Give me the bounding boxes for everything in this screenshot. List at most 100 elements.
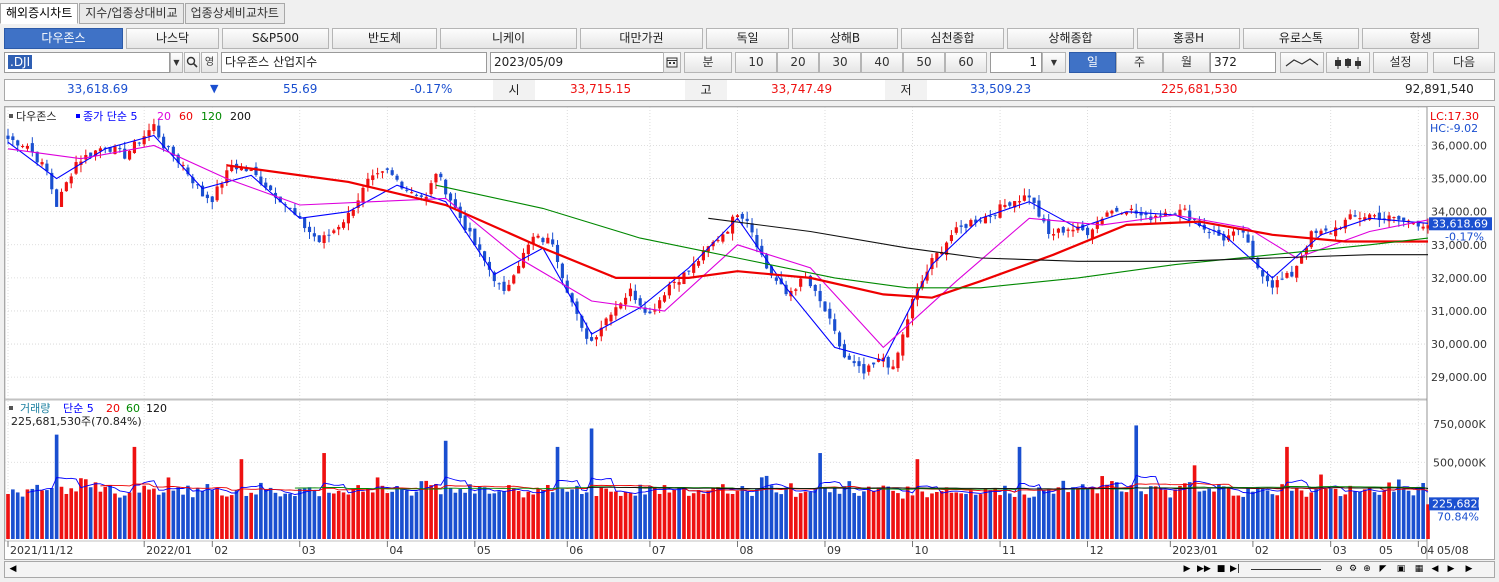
- volume-bar-up: [905, 486, 910, 539]
- minute-60-button[interactable]: 60: [945, 52, 987, 73]
- volume-bar-up: [336, 491, 341, 539]
- count-field[interactable]: 372: [1210, 52, 1276, 73]
- scroll-prev-icon[interactable]: ◀: [1431, 564, 1439, 574]
- volume-bar-up: [793, 496, 798, 539]
- minute-30-button[interactable]: 30: [819, 52, 861, 73]
- candle-up: [799, 278, 803, 287]
- index-button-germany[interactable]: 독일: [706, 28, 789, 49]
- stop-icon[interactable]: ■: [1216, 564, 1226, 574]
- volume-bar-up: [1348, 485, 1353, 539]
- next-button[interactable]: 다음: [1433, 52, 1495, 73]
- minute-40-button[interactable]: 40: [861, 52, 903, 73]
- candle-down: [1086, 227, 1090, 236]
- index-button-sp500[interactable]: S&P500: [222, 28, 329, 49]
- chart-area[interactable]: 36,000.00 35,000.00 34,000.00 33,000.00 32,0…: [4, 106, 1495, 560]
- volume-bar-down: [745, 491, 749, 539]
- end-icon[interactable]: ▶|: [1230, 564, 1240, 574]
- volume-bar-up: [6, 493, 10, 539]
- volume-bar-down: [774, 492, 779, 539]
- candle-down: [838, 332, 842, 347]
- index-button-shenzhen[interactable]: 심천종합: [901, 28, 1004, 49]
- x-tick-label: 2021/11/12: [10, 544, 73, 557]
- volume-bar-down: [278, 496, 283, 539]
- caret-down-icon: ▼: [1050, 58, 1058, 67]
- volume-bar-down: [633, 495, 638, 539]
- volume-bar-up: [959, 493, 963, 539]
- volume-bar-up: [1173, 489, 1177, 539]
- collapse-icon[interactable]: ◤: [1379, 564, 1387, 574]
- candle-up: [332, 230, 336, 233]
- search-button[interactable]: [184, 52, 200, 73]
- current-price: 33,618.69: [67, 82, 129, 96]
- volume-bar-up: [1319, 474, 1323, 539]
- index-button-nasdaq[interactable]: 나스닥: [126, 28, 219, 49]
- symbol-dropdown-button[interactable]: ▼: [170, 52, 183, 73]
- scroll-left-icon[interactable]: ◀: [9, 564, 17, 574]
- date-field[interactable]: 2023/05/09: [490, 52, 664, 73]
- volume-bar-up: [1090, 486, 1095, 539]
- index-button-nikkei[interactable]: 니케이: [440, 28, 577, 49]
- chart-svg[interactable]: 36,000.00 35,000.00 34,000.00 33,000.00 32,0…: [5, 107, 1494, 559]
- settings-button[interactable]: 설정: [1373, 52, 1428, 73]
- calendar-button[interactable]: [663, 52, 681, 73]
- scroll-next-icon[interactable]: ▶: [1447, 564, 1455, 574]
- volume-bar-up: [1153, 486, 1158, 539]
- candle-up: [949, 235, 953, 242]
- tab-overseas-chart[interactable]: 해외증시차트: [0, 3, 79, 24]
- index-button-eurostoxx[interactable]: 유로스톡: [1243, 28, 1359, 49]
- low-label: 저: [885, 80, 927, 100]
- minute-20-button[interactable]: 20: [777, 52, 819, 73]
- grid-icon[interactable]: ▦: [1414, 564, 1424, 574]
- period-month-button[interactable]: 월: [1163, 52, 1210, 73]
- period-week-button[interactable]: 주: [1116, 52, 1163, 73]
- gear-icon[interactable]: ⚙: [1348, 564, 1358, 574]
- fast-forward-icon[interactable]: ▶▶: [1197, 564, 1211, 574]
- symbol-field[interactable]: .DJI: [4, 52, 170, 73]
- chart-scrollbar[interactable]: ◀ ▶ ▶▶ ■ ▶| ⊖ ⚙ ⊕ ◤ ▣ ▦ ◀ ▶ ▶: [4, 561, 1495, 578]
- candle-up: [69, 176, 73, 184]
- volume-bar-up: [949, 492, 954, 539]
- zoom-out-icon[interactable]: ⊖: [1335, 564, 1343, 574]
- index-button-hongkong-h[interactable]: 홍콩H: [1137, 28, 1240, 49]
- volume-bar-up: [429, 485, 433, 539]
- volume-bar-down: [828, 492, 832, 539]
- tab-sector-compare[interactable]: 업종상세비교차트: [184, 3, 285, 24]
- minute-10-button[interactable]: 10: [735, 52, 777, 73]
- minute-50-button[interactable]: 50: [903, 52, 945, 73]
- page-right-icon[interactable]: ▶: [1465, 564, 1473, 574]
- volume-bar-down: [1139, 491, 1143, 539]
- index-button-taiwan[interactable]: 대만가권: [580, 28, 703, 49]
- volume-bar-down: [1397, 479, 1401, 539]
- volume-bar-down: [458, 489, 463, 539]
- scroll-right-icon[interactable]: ▶: [1183, 564, 1191, 574]
- minute-button[interactable]: 분: [684, 52, 732, 73]
- period-day-button[interactable]: 일: [1069, 52, 1116, 73]
- candle-down: [89, 152, 93, 157]
- unit-field[interactable]: 1: [990, 52, 1042, 73]
- volume-bar-down: [813, 487, 818, 539]
- candle-down: [1377, 212, 1381, 220]
- index-button-shanghai[interactable]: 상해종합: [1007, 28, 1134, 49]
- unit-dropdown-button[interactable]: ▼: [1042, 52, 1066, 73]
- volume-bar-down: [20, 496, 25, 539]
- volume-bar-up: [59, 486, 64, 539]
- index-button-shanghai-b[interactable]: 상해B: [792, 28, 898, 49]
- candle-chart-button[interactable]: [1326, 52, 1370, 73]
- volume-bar-down: [779, 494, 784, 539]
- index-button-hangseng[interactable]: 항셍: [1362, 28, 1479, 49]
- volume-bar-down: [1119, 491, 1124, 539]
- zoom-slider[interactable]: [1251, 569, 1321, 570]
- index-button-semiconductor[interactable]: 반도체: [332, 28, 437, 49]
- line-chart-button[interactable]: [1280, 52, 1324, 73]
- candle-up: [1295, 265, 1299, 278]
- expand-icon[interactable]: ▣: [1396, 564, 1406, 574]
- tab-index-compare[interactable]: 지수/업종상대비교: [79, 3, 184, 24]
- symbol-lookup-button[interactable]: 영: [201, 52, 218, 73]
- volume-bar-up: [900, 498, 905, 539]
- candle-up: [944, 242, 949, 255]
- index-button-dow[interactable]: 다우존스: [4, 28, 123, 49]
- candle-up: [1421, 226, 1425, 229]
- volume-value: 225,681,530: [1161, 82, 1238, 96]
- volume-bar-up: [83, 479, 88, 539]
- zoom-in-icon[interactable]: ⊕: [1363, 564, 1371, 574]
